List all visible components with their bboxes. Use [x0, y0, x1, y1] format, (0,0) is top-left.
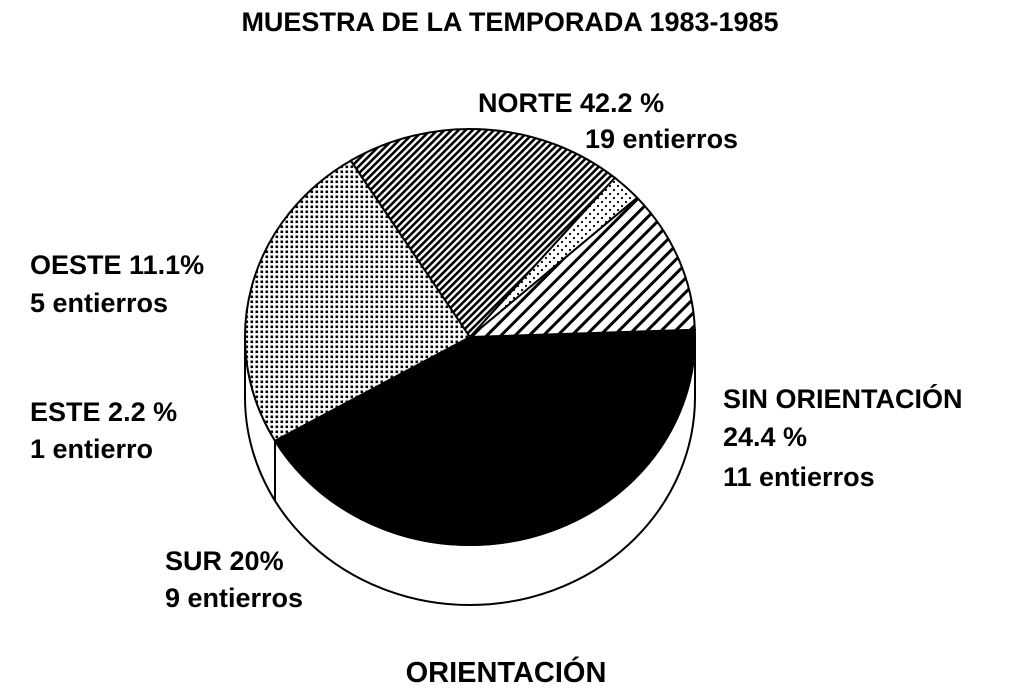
slice-label-este: ESTE 2.2 % 1 entierro — [30, 397, 177, 464]
slice-label-oeste: OESTE 11.1% 5 entierros — [30, 250, 204, 318]
sin-orientacion-label: SIN ORIENTACIÓN — [723, 383, 963, 414]
svg-text:OESTE 11.1%: OESTE 11.1% — [30, 250, 204, 280]
sur-count: 9 entierros — [165, 583, 303, 613]
pie-slice-norte — [273, 328, 696, 546]
sin-orientacion-count: 11 entierros — [723, 462, 875, 492]
sur-percent: 20% — [230, 546, 284, 576]
oeste-count: 5 entierros — [30, 288, 168, 318]
pie-slices — [244, 128, 696, 546]
svg-text:SUR 20%: SUR 20% — [165, 546, 284, 576]
chart-title: MUESTRA DE LA TEMPORADA 1983-1985 — [241, 7, 778, 37]
norte-count: 19 entierros — [585, 124, 738, 154]
oeste-percent: 11.1% — [129, 250, 204, 280]
este-count: 1 entierro — [30, 434, 153, 464]
este-percent: 2.2 % — [108, 397, 177, 427]
pie-slice-sur — [349, 128, 617, 339]
svg-text:NORTE 42.2 %: NORTE 42.2 % — [478, 88, 664, 118]
este-label: ESTE — [30, 397, 101, 427]
chart-subtitle: ORIENTACIÓN — [406, 655, 607, 689]
svg-text:ESTE 2.2 %: ESTE 2.2 % — [30, 397, 177, 427]
sur-label: SUR — [165, 546, 222, 576]
pie-slice-sin-orientaci-n — [244, 159, 472, 443]
oeste-label: OESTE — [30, 250, 122, 280]
sin-orientacion-percent: 24.4 % — [723, 422, 807, 452]
slice-label-sin-orientacion: SIN ORIENTACIÓN 24.4 % 11 entierros — [723, 383, 963, 492]
pie-slice-oeste — [467, 196, 696, 339]
slice-label-norte: NORTE 42.2 % 19 entierros — [478, 88, 738, 154]
norte-label: NORTE — [478, 88, 573, 118]
slice-label-sur: SUR 20% 9 entierros — [165, 546, 303, 613]
norte-percent: 42.2 % — [580, 88, 664, 118]
